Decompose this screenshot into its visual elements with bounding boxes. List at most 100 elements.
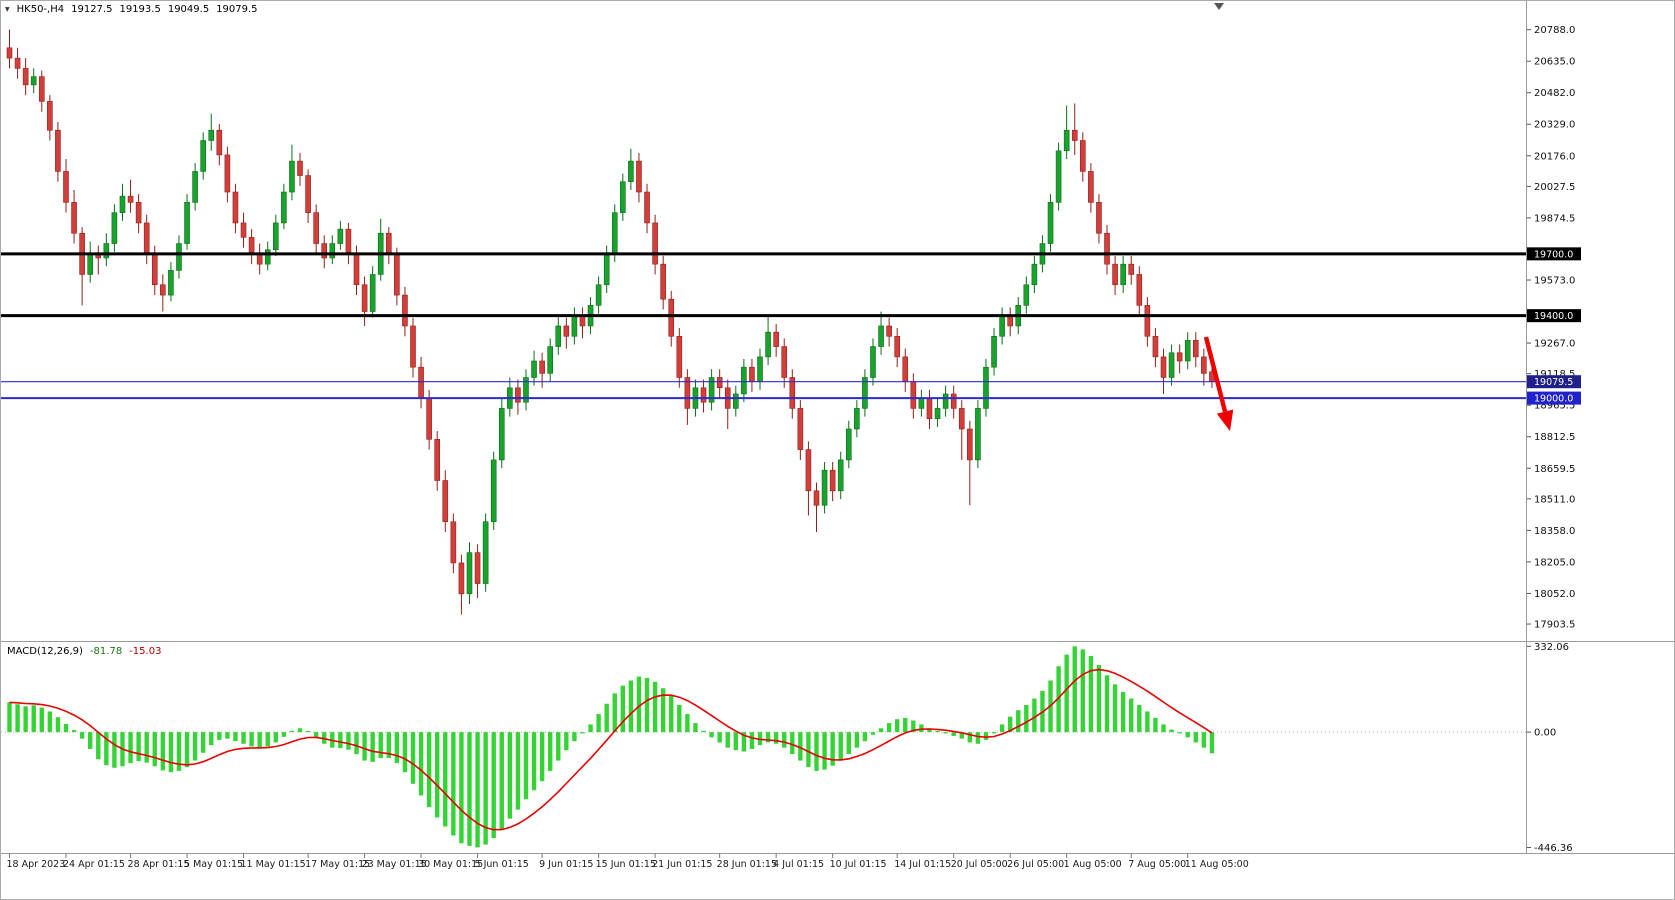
time-axis-label: 9 Jun 01:15	[539, 859, 593, 870]
candle-body	[813, 490, 820, 506]
candle-body	[886, 325, 892, 337]
candle-body	[63, 171, 69, 203]
down-arrow-annotation[interactable]	[1203, 336, 1228, 413]
candle-body	[240, 222, 247, 238]
macd-indicator-label: MACD(12,26,9) -81.78 -15.03	[7, 646, 161, 657]
macd-signal-value: -15.03	[129, 646, 162, 657]
candle-body	[797, 408, 804, 450]
macd-axis-label: 0.00	[1534, 728, 1556, 739]
candle-body	[862, 377, 868, 409]
candle-body	[313, 212, 319, 244]
candle-body	[135, 202, 142, 224]
macd-bar	[1024, 705, 1029, 733]
candle-body	[773, 331, 779, 347]
candle-body	[765, 331, 771, 358]
candle-body	[192, 171, 198, 203]
macd-bar	[273, 732, 279, 743]
candle-body	[942, 393, 949, 409]
candle-body	[1104, 232, 1110, 265]
candle-body	[321, 243, 328, 259]
price-axis-label: 18052.0	[1534, 589, 1575, 600]
candle-body	[878, 325, 884, 347]
candle-body	[1184, 340, 1191, 362]
macd-bar	[685, 714, 690, 733]
macd-bar	[822, 732, 827, 770]
macd-bar	[701, 730, 706, 733]
candle-body	[894, 335, 901, 358]
price-badge-label: 19000.0	[1534, 394, 1573, 405]
candle-body	[466, 552, 473, 595]
macd-bar	[798, 732, 803, 761]
candle-body	[151, 253, 158, 286]
candle-body	[676, 335, 683, 378]
candle-body	[539, 360, 545, 374]
candle-body	[200, 140, 206, 172]
candle-body	[498, 408, 505, 461]
price-axis-label: 20027.5	[1534, 182, 1575, 193]
time-axis-label: 10 Jul 01:15	[830, 859, 887, 870]
macd-bar	[959, 732, 964, 739]
candle-body	[515, 387, 521, 403]
candle-body	[216, 129, 223, 156]
macd-bar	[539, 732, 545, 782]
candle-body	[1055, 150, 1062, 203]
candle-body	[143, 222, 150, 255]
macd-bar	[709, 732, 714, 738]
candle-body	[71, 202, 77, 234]
candle-body	[1071, 129, 1078, 141]
candle-body	[14, 57, 21, 69]
macd-bar	[790, 732, 795, 755]
macd-bar	[362, 732, 367, 761]
price-axis-label: 19573.0	[1534, 276, 1575, 287]
candle-body	[1160, 356, 1167, 378]
candle-body	[547, 346, 553, 374]
candle-body	[87, 253, 93, 275]
macd-bar	[1088, 655, 1094, 733]
candle-body	[967, 428, 973, 461]
candle-body	[934, 408, 941, 419]
quote-low: 19049.5	[167, 4, 210, 15]
macd-bar	[112, 732, 117, 768]
candle-body	[910, 381, 917, 409]
macd-bar	[31, 705, 36, 733]
macd-bar	[507, 732, 513, 819]
candle-body	[119, 195, 126, 213]
macd-bar	[983, 732, 989, 740]
macd-bar	[410, 732, 416, 784]
candle-body	[1128, 263, 1135, 275]
candle-body	[636, 160, 642, 193]
macd-bar	[596, 714, 601, 733]
symbol-dropdown-icon[interactable]: ▼	[5, 5, 10, 13]
macd-bar	[733, 732, 738, 751]
candle-body	[1047, 202, 1054, 244]
macd-bar	[88, 732, 93, 749]
candle-body	[30, 76, 37, 86]
candle-body	[926, 397, 933, 419]
time-axis-label: 5 May 01:15	[184, 859, 243, 870]
candle-body	[749, 366, 755, 382]
time-axis-label: 28 Apr 01:15	[128, 859, 190, 870]
macd-bar	[184, 732, 190, 768]
macd-axis-label: 332.06	[1534, 642, 1569, 653]
candle-body	[523, 377, 529, 403]
macd-bar	[580, 732, 585, 734]
macd-bar	[15, 704, 20, 733]
candle-body	[983, 366, 989, 409]
macd-signal-line	[9, 668, 1213, 831]
macd-bar	[782, 732, 787, 748]
macd-bar	[1080, 649, 1086, 733]
price-axis-label: 20788.0	[1534, 25, 1575, 36]
candle-body	[595, 284, 602, 306]
candle-body	[1152, 335, 1159, 358]
candle-body	[345, 228, 352, 255]
macd-bar	[628, 680, 634, 733]
macd-bar	[935, 730, 940, 733]
down-arrow-head[interactable]	[1216, 409, 1234, 431]
macd-bar	[660, 688, 666, 733]
candle-body	[176, 243, 182, 271]
macd-bar	[830, 732, 835, 766]
candle-body	[6, 47, 13, 59]
candle-body	[184, 202, 190, 244]
macd-bar	[23, 706, 28, 733]
